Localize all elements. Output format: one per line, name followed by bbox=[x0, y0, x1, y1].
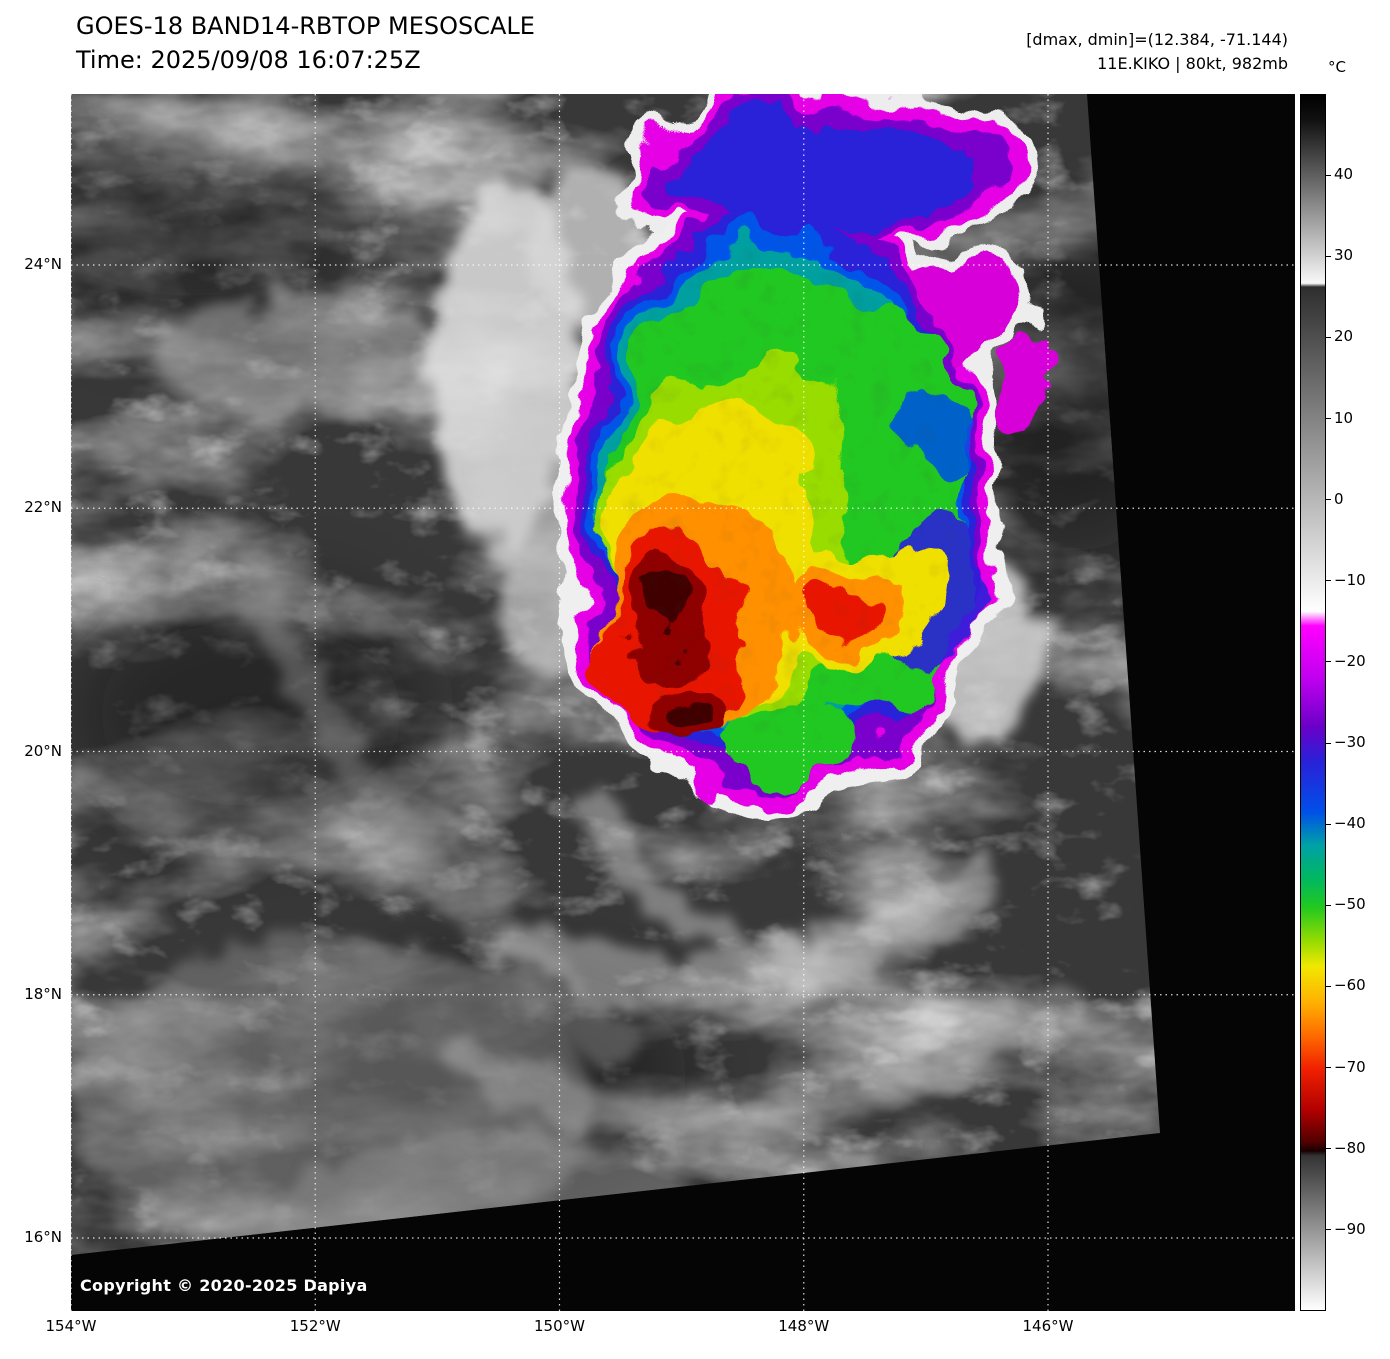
colorbar-tick bbox=[1326, 1067, 1331, 1069]
colorbar-tick bbox=[1326, 904, 1331, 906]
lon-label: 148°W bbox=[778, 1317, 830, 1335]
dmax-dmin-readout: [dmax, dmin]=(12.384, -71.144) bbox=[1026, 30, 1288, 49]
lat-label: 20°N bbox=[24, 741, 62, 760]
colorbar-tick bbox=[1326, 823, 1331, 825]
colorbar-tick-label: 10 bbox=[1334, 408, 1354, 427]
lon-label: 154°W bbox=[45, 1317, 97, 1335]
colorbar-tick bbox=[1326, 499, 1331, 501]
colorbar-tick bbox=[1326, 985, 1331, 987]
graticule bbox=[71, 94, 1295, 1311]
colorbar-tick-label: −80 bbox=[1334, 1138, 1366, 1157]
storm-info: 11E.KIKO | 80kt, 982mb bbox=[1097, 54, 1288, 73]
lon-label: 150°W bbox=[534, 1317, 585, 1335]
colorbar-tick bbox=[1326, 255, 1331, 257]
header-right-block: [dmax, dmin]=(12.384, -71.144) 11E.KIKO … bbox=[1026, 28, 1288, 76]
colorbar-tick-label: −70 bbox=[1334, 1057, 1366, 1076]
colorbar-tick-label: −90 bbox=[1334, 1219, 1366, 1238]
colorbar-tick-label: −30 bbox=[1334, 733, 1366, 752]
colorbar-tick-label: 0 bbox=[1334, 489, 1344, 508]
satellite-map: Copyright © 2020-2025 Dapiya bbox=[71, 94, 1295, 1311]
colorbar-tick-label: −10 bbox=[1334, 570, 1366, 589]
colorbar-tick bbox=[1326, 336, 1331, 338]
colorbar-tick-label: −20 bbox=[1334, 651, 1366, 670]
lat-label: 18°N bbox=[24, 984, 62, 1003]
colorbar-tick bbox=[1326, 580, 1331, 582]
colorbar-tick bbox=[1326, 742, 1331, 744]
colorbar-tick-label: 20 bbox=[1334, 327, 1354, 346]
lat-label: 24°N bbox=[24, 255, 62, 273]
temperature-colorbar bbox=[1300, 94, 1326, 1311]
colorbar-tick bbox=[1326, 661, 1331, 663]
colorbar-tick-label: −50 bbox=[1334, 895, 1366, 914]
satellite-image bbox=[71, 94, 1295, 1311]
lat-label: 22°N bbox=[24, 498, 62, 517]
copyright-watermark: Copyright © 2020-2025 Dapiya bbox=[80, 1276, 368, 1295]
colorbar-tick bbox=[1326, 174, 1331, 176]
colorbar-unit-label: °C bbox=[1328, 58, 1346, 76]
colorbar-tick-label: −60 bbox=[1334, 976, 1366, 995]
colorbar-tick bbox=[1326, 1229, 1331, 1231]
lon-label: 152°W bbox=[289, 1317, 341, 1335]
lat-label: 16°N bbox=[24, 1228, 62, 1246]
colorbar-tick bbox=[1326, 418, 1331, 420]
colorbar-tick-label: −40 bbox=[1334, 814, 1366, 833]
colorbar-tick bbox=[1326, 1148, 1331, 1150]
timestamp: Time: 2025/09/08 16:07:25Z bbox=[76, 46, 421, 74]
lon-label: 146°W bbox=[1022, 1317, 1074, 1335]
colorbar-tick-label: 40 bbox=[1334, 165, 1354, 184]
page-title: GOES-18 BAND14-RBTOP MESOSCALE bbox=[76, 12, 535, 40]
colorbar-tick-label: 30 bbox=[1334, 246, 1354, 265]
